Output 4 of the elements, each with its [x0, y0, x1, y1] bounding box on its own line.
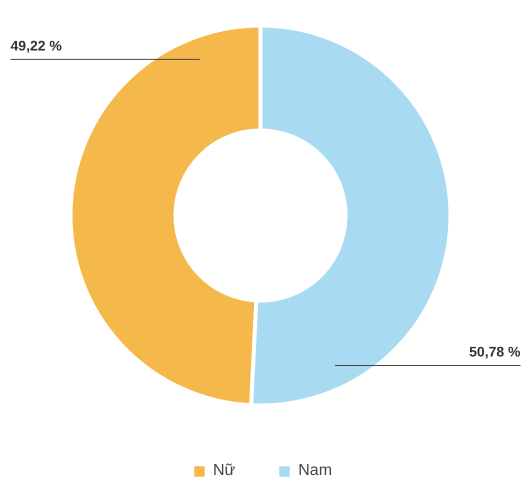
data-label: 50,78 %	[469, 343, 522, 360]
data-label: 49,22 %	[10, 37, 62, 54]
legend-label: Nữ	[212, 462, 236, 480]
legend-label: Nam	[298, 462, 332, 480]
